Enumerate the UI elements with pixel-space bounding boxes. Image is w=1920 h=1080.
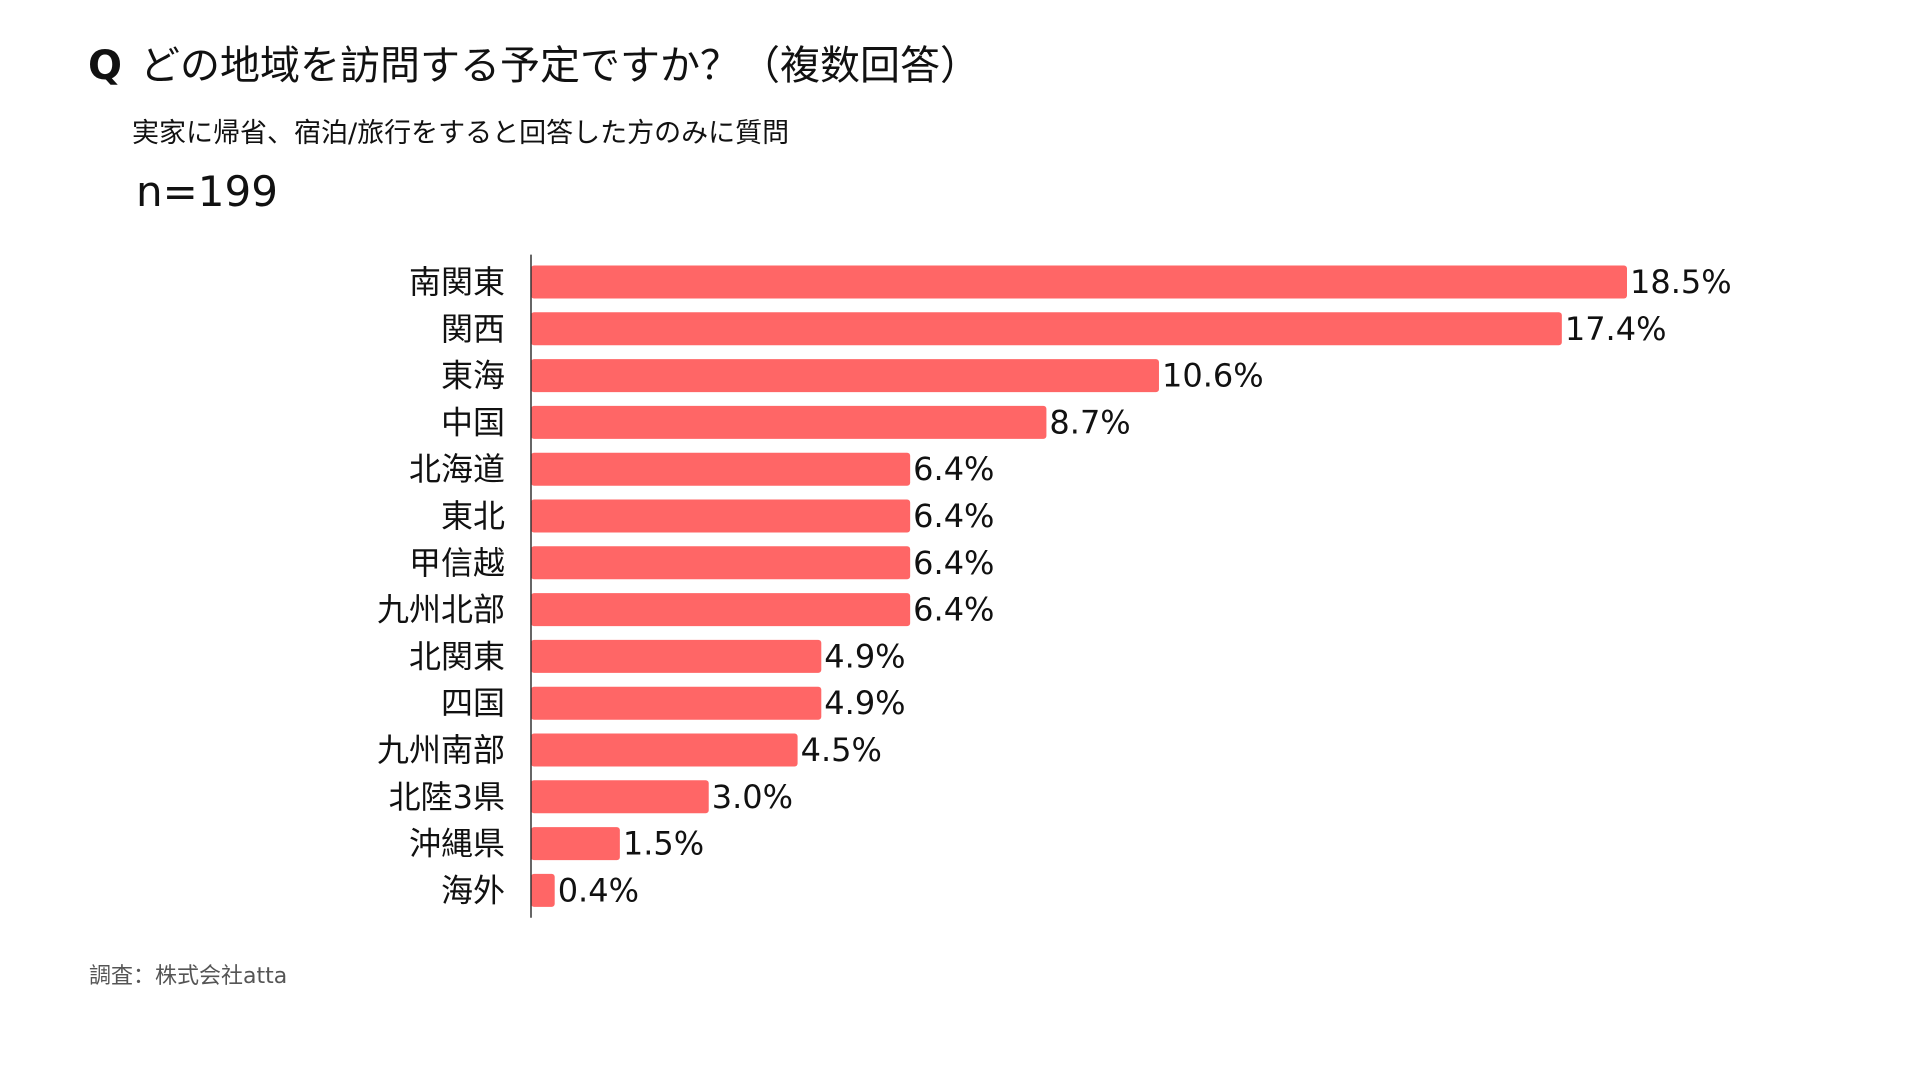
question-note: 実家に帰省、宿泊/旅行をすると回答した方のみに質問 — [132, 118, 790, 149]
category-label: 九州北部 — [377, 591, 505, 629]
value-label: 6.4% — [913, 544, 994, 582]
category-label: 北関東 — [409, 637, 505, 675]
category-label: 東海 — [441, 357, 505, 395]
bar — [531, 359, 1159, 393]
category-label: 東北 — [441, 497, 505, 535]
bar — [531, 733, 798, 767]
bar — [531, 639, 822, 673]
bar — [531, 546, 911, 580]
bar — [531, 312, 1562, 346]
value-label: 4.9% — [824, 637, 905, 675]
bar — [531, 593, 911, 627]
bar — [531, 452, 911, 486]
bar — [531, 686, 822, 720]
bar — [531, 873, 555, 907]
value-label: 4.9% — [824, 684, 905, 722]
bars-layer: 南関東 18.5% 関西 17.4% 東海 10.6% 中国 8.7% 北海道 6.4% 東北 6.4… — [377, 263, 1732, 909]
category-label: 九州南部 — [377, 731, 505, 769]
category-label: 沖縄県 — [409, 825, 505, 863]
category-label: 海外 — [441, 871, 505, 909]
value-label: 17.4% — [1565, 310, 1667, 348]
category-label: 四国 — [441, 684, 505, 722]
bar — [531, 780, 709, 814]
value-label: 1.5% — [623, 825, 704, 863]
question-mark: Q — [88, 43, 123, 89]
value-label: 8.7% — [1049, 403, 1130, 441]
category-label: 北海道 — [409, 450, 505, 488]
bar — [531, 265, 1627, 299]
value-label: 0.4% — [558, 871, 639, 909]
bar — [531, 827, 620, 861]
value-label: 6.4% — [913, 497, 994, 535]
value-label: 10.6% — [1162, 357, 1264, 395]
category-label: 中国 — [441, 403, 505, 441]
value-label: 4.5% — [801, 731, 882, 769]
value-label: 6.4% — [913, 591, 994, 629]
question-title: Q どの地域を訪問する予定ですか？（複数回答） — [88, 40, 980, 92]
category-label: 北陸3県 — [389, 778, 505, 816]
sample-size: n=199 — [136, 167, 278, 216]
value-label: 18.5% — [1630, 263, 1732, 301]
bar — [531, 405, 1047, 439]
question-text: どの地域を訪問する予定ですか？（複数回答） — [140, 43, 981, 89]
value-label: 6.4% — [913, 450, 994, 488]
source-credit: 調査：株式会社atta — [89, 964, 288, 989]
category-label: 甲信越 — [409, 544, 505, 582]
category-label: 南関東 — [409, 263, 505, 301]
bar — [531, 499, 911, 533]
value-label: 3.0% — [712, 778, 793, 816]
category-label: 関西 — [441, 310, 505, 348]
